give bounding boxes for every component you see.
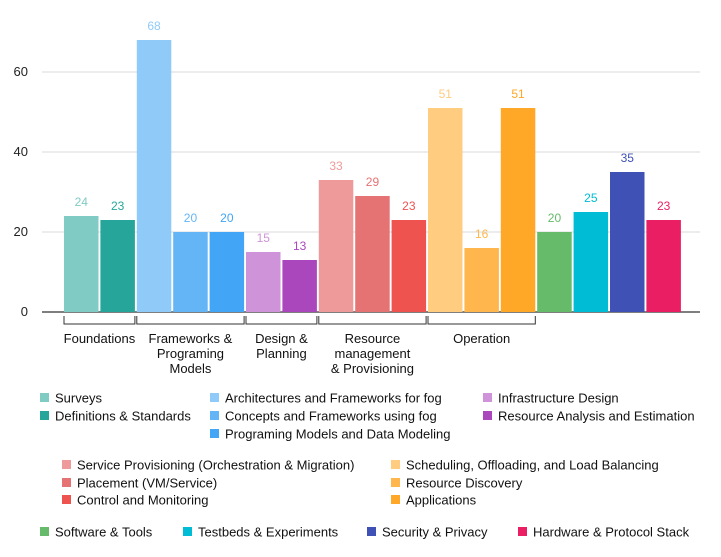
- data-label-software-tools: 20: [548, 211, 562, 225]
- group-label-line: Models: [169, 361, 211, 376]
- bar-service-provisioning-orchestration-migration: [318, 180, 354, 312]
- legend-swatch-placement-vm-service: [62, 478, 71, 487]
- group-label-line: Programing: [157, 346, 224, 361]
- y-tick-0: 0: [21, 304, 28, 319]
- group-labels: Foundations Frameworks & Programing Models D…: [64, 331, 511, 376]
- legend-swatch-programing-models-and-data-modeling: [210, 429, 219, 438]
- legend-swatch-security-privacy: [367, 527, 376, 536]
- group-bracket-1: [136, 316, 245, 325]
- group-label-line: & Provisioning: [331, 361, 414, 376]
- legend-swatch-applications: [391, 495, 400, 504]
- group-bracket-3: [318, 316, 427, 325]
- bars: [64, 40, 681, 312]
- data-label-service-provisioning-orchestration-migration: 33: [329, 159, 343, 173]
- y-tick-40: 40: [14, 144, 28, 159]
- legend-label-placement-vm-service: Placement (VM/Service): [77, 476, 217, 491]
- bar-architectures-and-frameworks-for-fog: [136, 40, 172, 312]
- bar-software-tools: [537, 232, 572, 312]
- bar-resource-analysis-and-estimation: [282, 260, 317, 312]
- legend-label-definitions-standards: Definitions & Standards: [55, 409, 191, 424]
- group-label-line: management: [335, 346, 411, 361]
- legend-swatch-concepts-and-frameworks-using-fog: [210, 411, 219, 420]
- bar-security-privacy: [610, 172, 645, 312]
- legend-label-scheduling-offloading-and-load-balancing: Scheduling, Offloading, and Load Balanci…: [406, 458, 659, 473]
- group-bracket-4: [427, 316, 536, 325]
- group-label-line: Frameworks &: [149, 331, 233, 346]
- bar-resource-discovery: [464, 248, 499, 312]
- legend-swatch-software-tools: [40, 527, 49, 536]
- group-bracket-2: [245, 316, 318, 325]
- group-label-0: Foundations: [64, 331, 136, 346]
- group-label-line: Foundations: [64, 331, 136, 346]
- legend-swatch-scheduling-offloading-and-load-balancing: [391, 460, 400, 469]
- data-label-concepts-and-frameworks-using-fog: 20: [184, 211, 198, 225]
- legend-label-concepts-and-frameworks-using-fog: Concepts and Frameworks using fog: [225, 409, 437, 424]
- data-label-resource-discovery: 16: [475, 227, 489, 241]
- bar-placement-vm-service: [355, 196, 390, 312]
- legend-label-resource-discovery: Resource Discovery: [406, 476, 523, 491]
- data-label-testbeds-experiments: 25: [584, 191, 598, 205]
- legend-label-service-provisioning-orchestration-migration: Service Provisioning (Orchestration & Mi…: [77, 458, 354, 473]
- legend-swatch-resource-discovery: [391, 478, 400, 487]
- legend-swatch-service-provisioning-orchestration-migration: [62, 460, 71, 469]
- y-axis-ticks: 0 20 40 60: [14, 64, 28, 319]
- group-label-4: Operation: [453, 331, 510, 346]
- legend-label-infrastructure-design: Infrastructure Design: [498, 391, 619, 406]
- y-tick-60: 60: [14, 64, 28, 79]
- legend-swatch-infrastructure-design: [483, 393, 492, 402]
- bar-programing-models-and-data-modeling: [209, 232, 245, 312]
- legend-label-hardware-protocol-stack: Hardware & Protocol Stack: [533, 525, 690, 540]
- group-label-line: Planning: [256, 346, 307, 361]
- bar-applications: [500, 108, 536, 312]
- data-label-resource-analysis-and-estimation: 13: [293, 239, 307, 253]
- legend-swatch-resource-analysis-and-estimation: [483, 411, 492, 420]
- legend-swatch-architectures-and-frameworks-for-fog: [210, 393, 219, 402]
- group-brackets: [63, 316, 536, 325]
- data-label-programing-models-and-data-modeling: 20: [220, 211, 234, 225]
- legend-label-software-tools: Software & Tools: [55, 525, 153, 540]
- group-label-1: Frameworks & Programing Models: [149, 331, 233, 376]
- legend-swatch-definitions-standards: [40, 411, 49, 420]
- data-label-placement-vm-service: 29: [366, 175, 380, 189]
- legend-label-control-and-monitoring: Control and Monitoring: [77, 493, 209, 508]
- legend-label-applications: Applications: [406, 493, 477, 508]
- data-label-hardware-protocol-stack: 23: [657, 199, 671, 213]
- legend-swatch-hardware-protocol-stack: [518, 527, 527, 536]
- data-label-architectures-and-frameworks-for-fog: 68: [147, 19, 161, 33]
- data-label-infrastructure-design: 15: [257, 231, 271, 245]
- y-tick-20: 20: [14, 224, 28, 239]
- bar-testbeds-experiments: [573, 212, 609, 312]
- group-label-line: Design &: [255, 331, 308, 346]
- group-label-3: Resource management & Provisioning: [331, 331, 414, 376]
- legend: Surveys Definitions & Standards Architectu…: [40, 391, 695, 540]
- data-label-surveys: 24: [75, 195, 89, 209]
- data-label-control-and-monitoring: 23: [402, 199, 416, 213]
- legend-label-security-privacy: Security & Privacy: [382, 525, 488, 540]
- data-label-scheduling-offloading-and-load-balancing: 51: [439, 87, 453, 101]
- data-label-applications: 51: [511, 87, 525, 101]
- group-bracket-0: [63, 316, 136, 325]
- legend-label-programing-models-and-data-modeling: Programing Models and Data Modeling: [225, 427, 450, 442]
- data-label-definitions-standards: 23: [111, 199, 125, 213]
- group-label-2: Design & Planning: [255, 331, 308, 361]
- legend-swatch-control-and-monitoring: [62, 495, 71, 504]
- data-label-security-privacy: 35: [621, 151, 635, 165]
- legend-label-resource-analysis-and-estimation: Resource Analysis and Estimation: [498, 409, 695, 424]
- legend-label-architectures-and-frameworks-for-fog: Architectures and Frameworks for fog: [225, 391, 442, 406]
- bar-scheduling-offloading-and-load-balancing: [428, 108, 463, 312]
- bar-surveys: [64, 216, 99, 312]
- legend-swatch-testbeds-experiments: [183, 527, 192, 536]
- data-labels: 24 23 68 20 20 15 13 33 29 23 51 16 51 20 25 35 23: [75, 19, 671, 253]
- bar-concepts-and-frameworks-using-fog: [173, 232, 208, 312]
- bar-hardware-protocol-stack: [646, 220, 681, 312]
- legend-label-testbeds-experiments: Testbeds & Experiments: [198, 525, 339, 540]
- legend-label-surveys: Surveys: [55, 391, 102, 406]
- bar-infrastructure-design: [246, 252, 281, 312]
- group-label-line: Resource: [345, 331, 401, 346]
- bar-control-and-monitoring: [391, 220, 427, 312]
- group-label-line: Operation: [453, 331, 510, 346]
- legend-swatch-surveys: [40, 393, 49, 402]
- bar-definitions-standards: [100, 220, 135, 312]
